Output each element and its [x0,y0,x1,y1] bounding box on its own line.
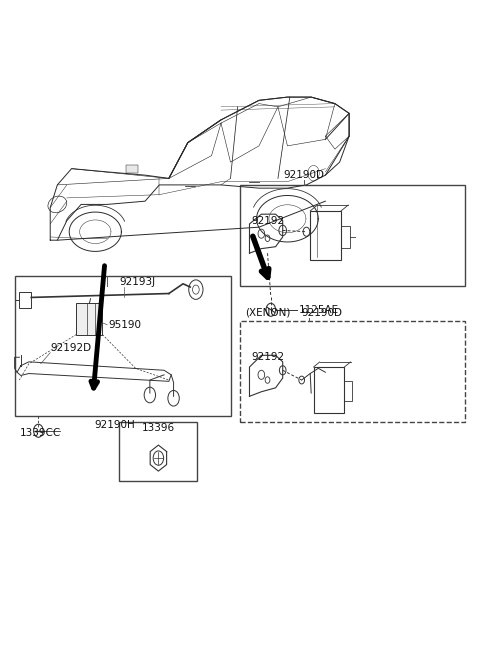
Text: 1339CC: 1339CC [19,428,60,438]
Text: 92192: 92192 [251,216,284,226]
Bar [310,211,341,260]
Text: 1125AE: 1125AE [299,305,338,315]
Text: 92190H: 92190H [94,420,135,430]
Bar [341,226,349,247]
Text: (XENON): (XENON) [245,308,290,318]
Text: 92192D: 92192D [50,342,91,353]
Text: 92190D: 92190D [284,170,324,180]
Bar [240,321,466,422]
Text: 92192: 92192 [251,352,284,362]
Text: 95190: 95190 [108,319,141,330]
Bar [19,291,31,308]
Bar [240,185,466,286]
Bar [76,303,102,335]
Bar [14,276,230,416]
Text: 13396: 13396 [142,422,175,432]
Bar [126,165,138,173]
Bar [344,380,352,401]
Text: 92190D: 92190D [301,308,343,318]
Bar [313,367,344,413]
Text: 92193J: 92193J [119,277,155,287]
Bar [119,422,197,481]
